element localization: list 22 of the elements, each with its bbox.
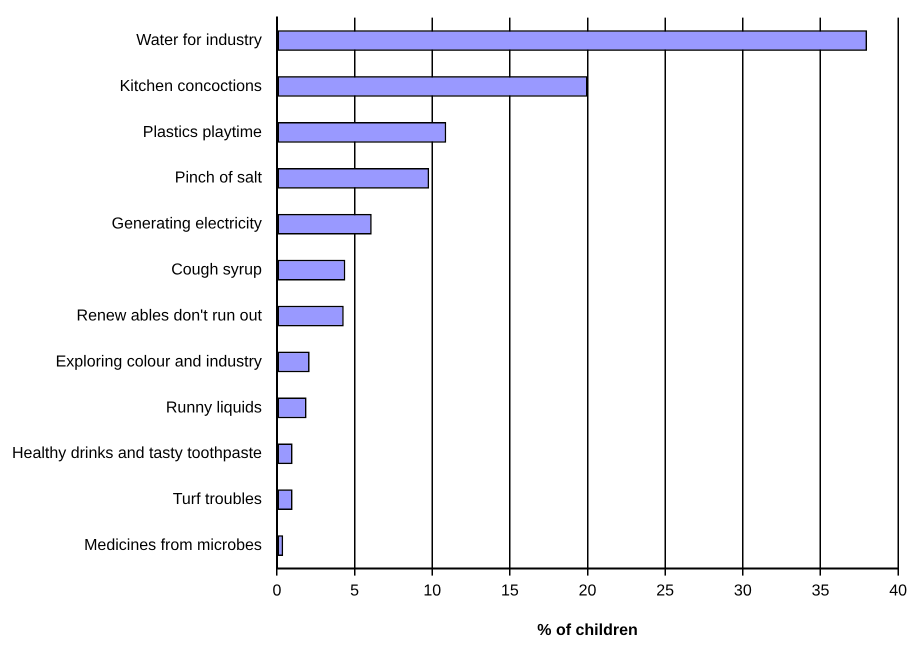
y-tick-label: Pinch of salt — [174, 170, 262, 187]
y-tick-label: Generating electricity — [112, 216, 262, 233]
y-tick-label: Cough syrup — [171, 262, 262, 279]
x-tick-label: 15 — [500, 582, 519, 600]
x-axis-title: % of children — [537, 622, 638, 639]
x-tick-label: 40 — [889, 582, 908, 600]
y-tick-label: Turf troubles — [172, 491, 262, 508]
x-tick-label: 30 — [734, 582, 752, 600]
y-tick-label: Water for industry — [136, 32, 262, 49]
y-tick-label: Kitchen concoctions — [120, 78, 262, 95]
x-tick-label: 20 — [578, 582, 597, 600]
x-tick-label: 25 — [656, 582, 674, 600]
y-tick-label: Plastics playtime — [142, 124, 262, 141]
y-tick-label: Medicines from microbes — [84, 537, 262, 554]
y-tick-label: Runny liquids — [166, 399, 262, 416]
x-tick-label: 5 — [350, 582, 360, 600]
y-tick-label: Exploring colour and industry — [56, 353, 262, 370]
y-tick-label: Renew ables don't run out — [76, 307, 262, 324]
y-tick-label: Healthy drinks and tasty toothpaste — [12, 445, 262, 462]
x-tick-label: 35 — [812, 582, 830, 600]
x-tick-label: 10 — [423, 582, 442, 600]
x-tick-label: 0 — [272, 582, 282, 600]
